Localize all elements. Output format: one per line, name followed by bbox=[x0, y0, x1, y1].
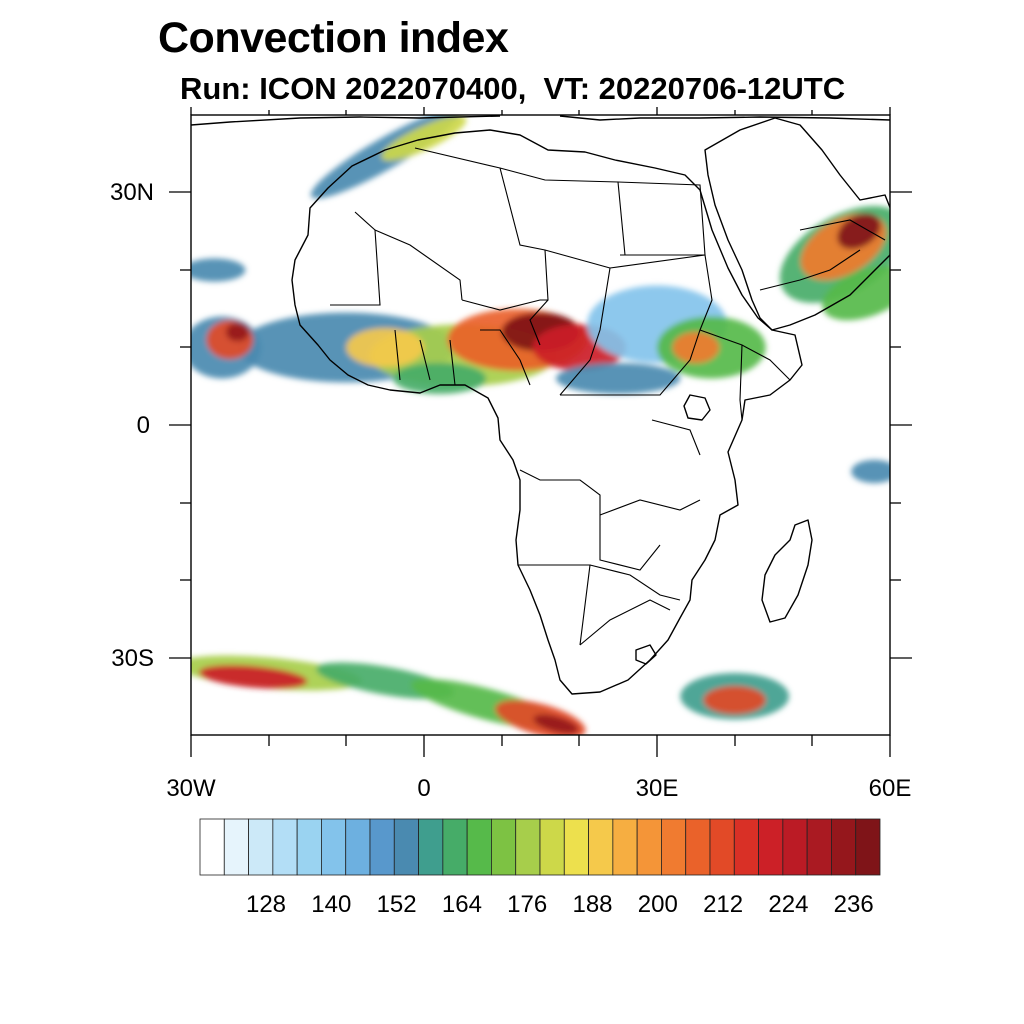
x-tick-label: 30W bbox=[166, 775, 216, 802]
colorbar-label: 128 bbox=[246, 891, 286, 918]
colorbar-swatch bbox=[588, 818, 614, 876]
colorbar-swatch bbox=[491, 818, 517, 876]
colorbar-swatch bbox=[272, 818, 298, 876]
convection-cell bbox=[346, 328, 424, 367]
colorbar-swatch bbox=[806, 818, 832, 876]
x-tick-label: 60E bbox=[869, 775, 912, 802]
axis-ticks bbox=[169, 107, 912, 757]
convection-cell bbox=[822, 266, 890, 321]
colorbar-swatch bbox=[782, 818, 808, 876]
colorbar-label: 188 bbox=[572, 891, 612, 918]
colorbar-swatch bbox=[709, 818, 735, 876]
colorbar-swatch bbox=[685, 818, 711, 876]
colorbar-labels: 128 140 152 164 176 188 200 212 224 236 bbox=[246, 891, 874, 918]
convection-cell bbox=[198, 665, 308, 689]
colorbar-swatch bbox=[248, 818, 274, 876]
convection-field bbox=[191, 115, 890, 735]
colorbar-swatch bbox=[733, 818, 759, 876]
colorbar-swatch bbox=[661, 818, 687, 876]
y-tick-label: 30N bbox=[110, 179, 154, 206]
colorbar-swatch bbox=[345, 818, 371, 876]
colorbar-swatch bbox=[515, 818, 541, 876]
colorbar-swatch bbox=[563, 818, 589, 876]
colorbar-swatch bbox=[321, 818, 347, 876]
coastlines bbox=[191, 115, 890, 695]
colorbar-swatch bbox=[636, 818, 662, 876]
convection-cell bbox=[703, 686, 766, 715]
colorbar-swatch bbox=[393, 818, 419, 876]
colorbar-swatch bbox=[296, 818, 322, 876]
convection-cell bbox=[392, 363, 487, 394]
convection-cell bbox=[851, 459, 890, 484]
colorbar-swatch bbox=[612, 818, 638, 876]
colorbar-label: 224 bbox=[768, 891, 808, 918]
convection-cell bbox=[837, 213, 881, 250]
colorbar-swatch bbox=[442, 818, 468, 876]
colorbar-label: 164 bbox=[442, 891, 482, 918]
convection-cell bbox=[672, 332, 720, 363]
colorbar-swatch bbox=[855, 818, 881, 876]
map-frame bbox=[190, 114, 891, 736]
y-tick-label: 0 bbox=[137, 412, 150, 439]
colorbar-label: 152 bbox=[377, 891, 417, 918]
convection-cell bbox=[191, 258, 246, 282]
colorbar-label: 212 bbox=[703, 891, 743, 918]
colorbar-label: 176 bbox=[507, 891, 547, 918]
colorbar bbox=[199, 818, 881, 876]
chart-title: Convection index bbox=[158, 14, 509, 62]
colorbar-swatch bbox=[758, 818, 784, 876]
colorbar-swatch bbox=[223, 818, 249, 876]
convection-cell bbox=[556, 363, 681, 394]
x-tick-label: 0 bbox=[417, 775, 430, 802]
colorbar-label: 200 bbox=[638, 891, 678, 918]
colorbar-swatch bbox=[369, 818, 395, 876]
colorbar-label: 140 bbox=[311, 891, 351, 918]
convection-cell bbox=[533, 714, 579, 734]
convection-cell bbox=[225, 322, 250, 342]
colorbar-swatch bbox=[466, 818, 492, 876]
x-tick-label: 30E bbox=[636, 775, 679, 802]
colorbar-swatch bbox=[418, 818, 444, 876]
colorbar-swatch bbox=[539, 818, 565, 876]
country-borders bbox=[330, 147, 886, 646]
colorbar-swatch bbox=[831, 818, 857, 876]
colorbar-swatch bbox=[199, 818, 225, 876]
chart-subtitle: Run: ICON 2022070400, VT: 20220706-12UTC bbox=[180, 71, 846, 106]
y-tick-label: 30S bbox=[111, 645, 154, 672]
colorbar-label: 236 bbox=[834, 891, 874, 918]
